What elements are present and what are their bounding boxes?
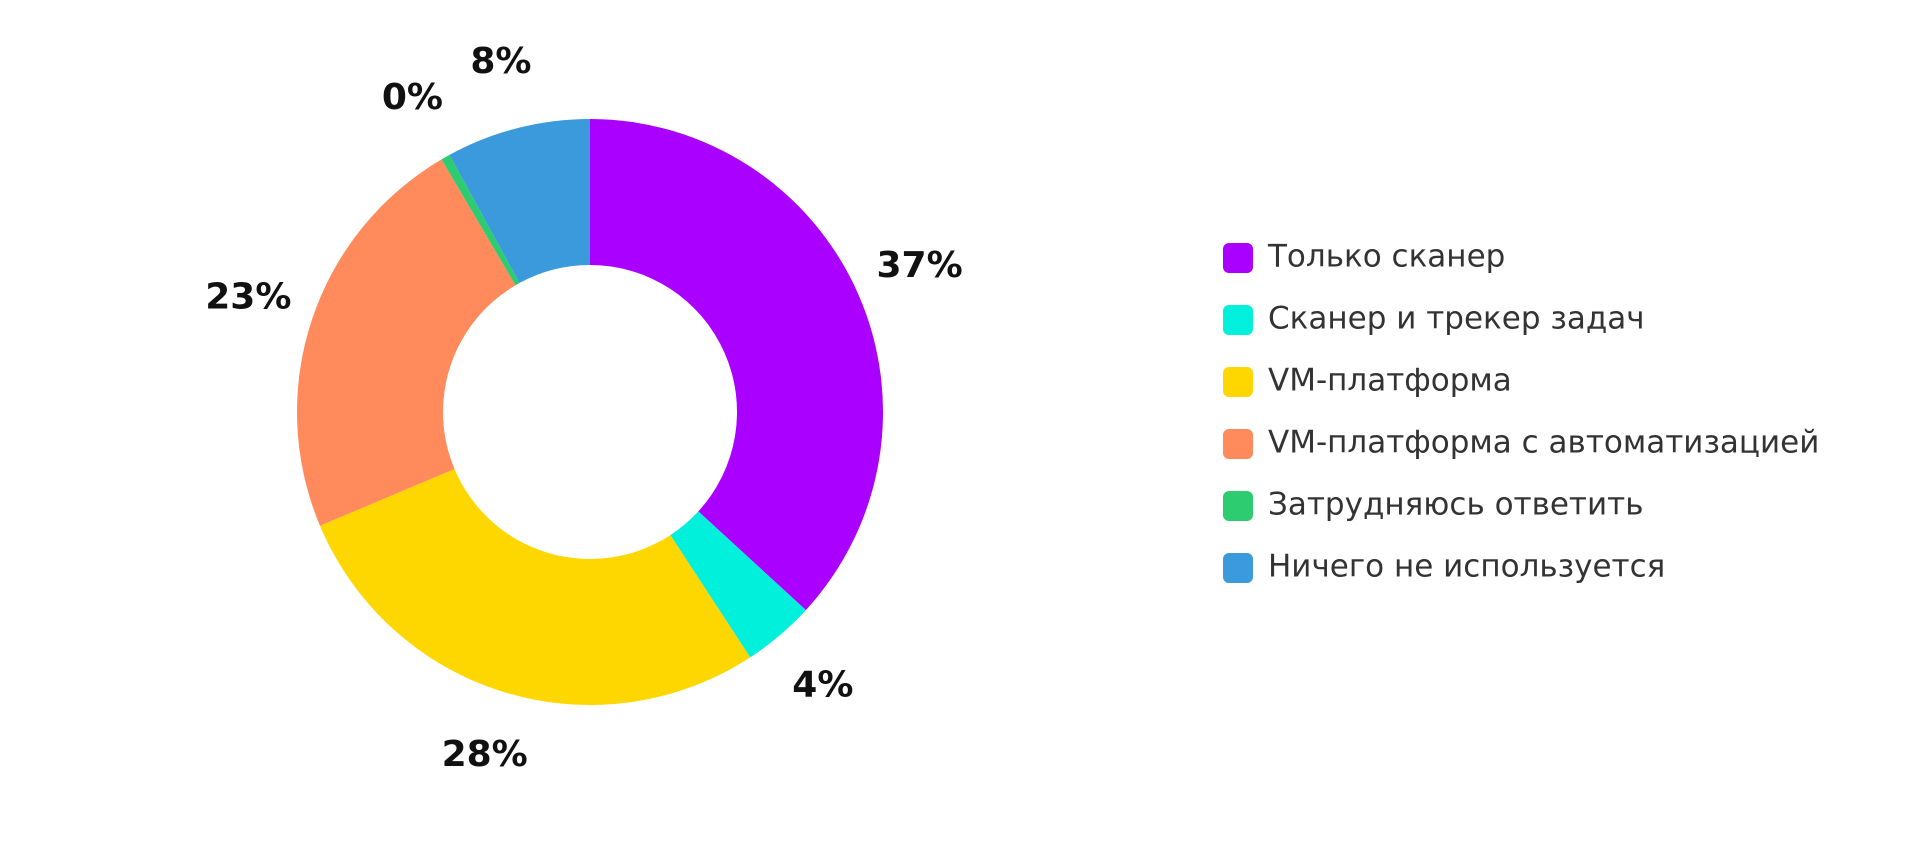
legend-label: Затрудняюсь ответить: [1268, 487, 1643, 523]
legend-label: Только сканер: [1267, 239, 1505, 275]
slice-3: [319, 469, 751, 705]
slice-label-2: 4%: [792, 665, 853, 706]
slice-label-3: 28%: [442, 734, 528, 775]
legend-item: Только сканер: [1223, 239, 1505, 275]
legend-item: Сканер и трекер задач: [1223, 301, 1645, 337]
slice-label-5: 0%: [382, 77, 443, 118]
legend-label: VM-платформа: [1268, 363, 1512, 399]
legend-swatch: [1223, 367, 1253, 397]
slice-label-4: 23%: [205, 277, 291, 318]
legend-label: Ничего не используется: [1268, 549, 1665, 585]
legend-swatch: [1223, 305, 1253, 335]
slice-label-1: 37%: [876, 245, 962, 286]
legend-swatch: [1223, 429, 1253, 459]
legend-item: Ничего не используется: [1223, 549, 1665, 585]
legend: Только сканер Сканер и трекер задач VM-пла…: [1223, 239, 1819, 585]
legend-swatch: [1223, 243, 1253, 273]
legend-swatch: [1223, 491, 1253, 521]
slice-1: [590, 119, 883, 611]
legend-item: VM-платформа: [1223, 363, 1512, 399]
legend-label: VM-платформа с автоматизацией: [1268, 425, 1819, 461]
donut-slices: [296, 119, 883, 705]
slice-5: [441, 154, 520, 286]
legend-item: Затрудняюсь ответить: [1223, 487, 1643, 523]
slice-6: [449, 119, 590, 284]
slice-label-6: 8%: [470, 41, 531, 82]
slice-4: [296, 159, 516, 526]
legend-swatch: [1223, 553, 1253, 583]
slice-labels: 37% 4% 28% 23% 0% 8%: [205, 41, 962, 775]
legend-label: Сканер и трекер задач: [1268, 301, 1645, 337]
legend-item: VM-платформа с автоматизацией: [1223, 425, 1819, 461]
slice-2: [670, 511, 806, 658]
